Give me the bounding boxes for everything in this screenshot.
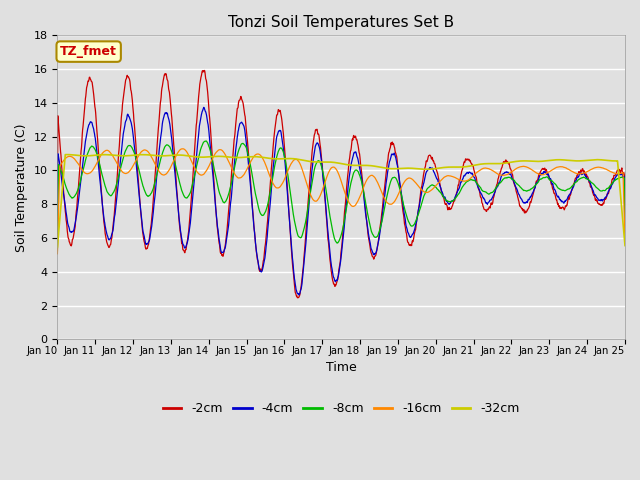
Line: -4cm: -4cm <box>58 108 625 295</box>
-16cm <box>554 164 562 170</box>
Legend: -2cm, -4cm, -8cm, -16cm, -32cm: -2cm, -4cm, -8cm, -16cm, -32cm <box>157 397 525 420</box>
-4cm <box>554 193 562 199</box>
-32cm <box>244 154 252 160</box>
-8cm <box>180 192 188 198</box>
Line: -8cm: -8cm <box>58 141 625 251</box>
-8cm <box>621 229 629 235</box>
Text: TZ_fmet: TZ_fmet <box>60 45 117 58</box>
-8cm <box>554 185 562 191</box>
-2cm <box>166 93 173 99</box>
-32cm <box>180 153 188 158</box>
-4cm <box>200 105 207 110</box>
-2cm <box>180 247 188 253</box>
-32cm <box>621 243 629 249</box>
-16cm <box>621 239 629 245</box>
-4cm <box>295 292 303 298</box>
-4cm <box>54 213 61 218</box>
-32cm <box>54 244 61 250</box>
-2cm <box>621 176 629 181</box>
-4cm <box>430 169 438 175</box>
-32cm <box>554 157 562 163</box>
-32cm <box>64 152 72 157</box>
-16cm <box>54 251 61 257</box>
-8cm <box>202 138 210 144</box>
-2cm <box>244 139 252 144</box>
-8cm <box>244 149 252 155</box>
-32cm <box>504 160 512 166</box>
-8cm <box>504 174 512 180</box>
-2cm <box>294 295 301 300</box>
X-axis label: Time: Time <box>326 361 356 374</box>
-16cm <box>244 165 252 171</box>
Line: -32cm: -32cm <box>58 155 625 247</box>
-8cm <box>430 182 438 188</box>
-2cm <box>554 202 562 208</box>
-2cm <box>430 160 438 166</box>
-2cm <box>54 223 61 228</box>
-4cm <box>180 242 188 248</box>
-4cm <box>504 169 512 175</box>
-2cm <box>201 68 209 73</box>
-4cm <box>621 229 629 235</box>
-32cm <box>430 166 438 172</box>
-16cm <box>430 185 438 191</box>
Y-axis label: Soil Temperature (C): Soil Temperature (C) <box>15 123 28 252</box>
Line: -2cm: -2cm <box>58 71 625 298</box>
-2cm <box>504 161 512 167</box>
-32cm <box>166 153 174 158</box>
-8cm <box>166 144 173 150</box>
-16cm <box>166 166 173 172</box>
-16cm <box>504 171 512 177</box>
-8cm <box>54 248 61 254</box>
-4cm <box>166 121 173 127</box>
-4cm <box>244 151 252 156</box>
Line: -16cm: -16cm <box>58 149 625 254</box>
-16cm <box>180 146 188 152</box>
-16cm <box>179 146 187 152</box>
Title: Tonzi Soil Temperatures Set B: Tonzi Soil Temperatures Set B <box>228 15 454 30</box>
